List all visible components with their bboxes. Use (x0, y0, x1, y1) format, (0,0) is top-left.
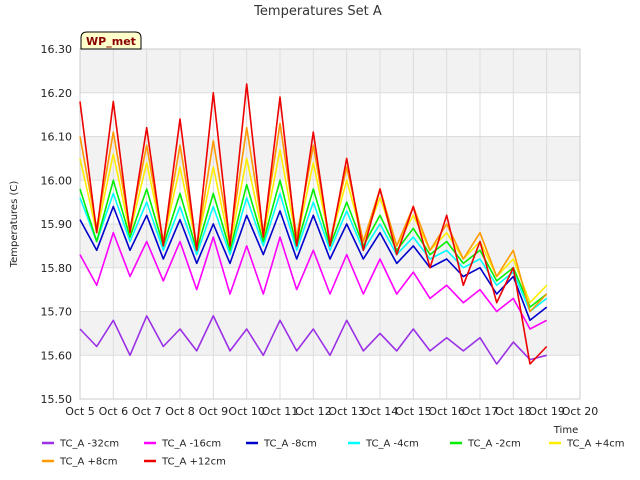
series-line-tc-a-2cm (79, 179, 548, 308)
legend: TC_A -32cm TC_A -16cm TC_A -8cm TC_A -4cm TC… (42, 439, 625, 468)
x-tick-label: Oct 14 (362, 405, 399, 418)
series-line-tc-a-4cm (79, 148, 548, 304)
x-tick-label: Oct 18 (495, 405, 532, 418)
series-line-tc-a-12cm (79, 83, 548, 365)
station-badge-label: WP_met (86, 35, 136, 48)
legend-label: TC_A +8cm (59, 457, 118, 468)
y-tick-label: 15.70 (41, 306, 73, 319)
plot-background (80, 49, 580, 399)
x-tick-label: Oct 16 (428, 405, 465, 418)
series-line-tc-a-32cm (79, 315, 547, 365)
x-tick-label: Oct 6 (99, 405, 129, 418)
plot-band (80, 49, 580, 93)
legend-label: TC_A -8cm (263, 439, 317, 450)
y-tick-label: 16.10 (41, 131, 73, 144)
y-tick-label: 16.20 (41, 87, 73, 100)
x-tick-label: Oct 15 (395, 405, 432, 418)
y-axis-label: Temperatures (C) (9, 181, 20, 269)
station-badge: WP_met (80, 31, 142, 50)
legend-label: TC_A +4cm (566, 439, 625, 450)
plot-band (80, 180, 580, 224)
x-tick-label: Oct 13 (328, 405, 365, 418)
legend-label: TC_A +12cm (161, 457, 226, 468)
legend-label: TC_A -16cm (161, 439, 221, 450)
chart-title: Temperatures Set A (253, 4, 382, 19)
x-tick-label: Oct 19 (528, 405, 565, 418)
series-line-tc-a-8cm (79, 205, 548, 322)
plot-band (80, 136, 580, 181)
y-axis-ticks: 15.50 15.60 15.70 15.80 15.90 16.00 16.10 16.20… (41, 43, 73, 406)
y-tick-label: 15.50 (41, 393, 73, 406)
plot-band (80, 355, 580, 399)
y-tick-label: 15.60 (41, 349, 73, 362)
x-tick-label: Oct 11 (262, 405, 299, 418)
y-tick-label: 15.90 (41, 218, 73, 231)
x-tick-label: Oct 5 (65, 405, 95, 418)
x-tick-label: Oct 9 (199, 405, 229, 418)
x-tick-label: Oct 20 (562, 405, 599, 418)
y-tick-label: 15.80 (41, 262, 73, 275)
legend-label: TC_A -32cm (59, 439, 119, 450)
x-axis-label: Time (553, 425, 578, 436)
x-tick-label: Oct 17 (462, 405, 499, 418)
legend-label: TC_A -2cm (467, 439, 521, 450)
plot-band (80, 92, 580, 137)
x-tick-label: Oct 8 (165, 405, 195, 418)
series-lines (79, 83, 548, 365)
x-tick-label: Oct 7 (132, 405, 162, 418)
plot-band (80, 311, 580, 356)
series-line-tc-a-16cm (79, 231, 548, 330)
series-line-tc-a-4cm (79, 192, 548, 313)
y-tick-label: 16.30 (41, 43, 73, 56)
x-tick-label: Oct 12 (295, 405, 332, 418)
x-tick-label: Oct 10 (228, 405, 265, 418)
legend-label: TC_A -4cm (365, 439, 419, 450)
y-tick-label: 16.00 (41, 174, 73, 187)
plot-frame (79, 48, 581, 400)
